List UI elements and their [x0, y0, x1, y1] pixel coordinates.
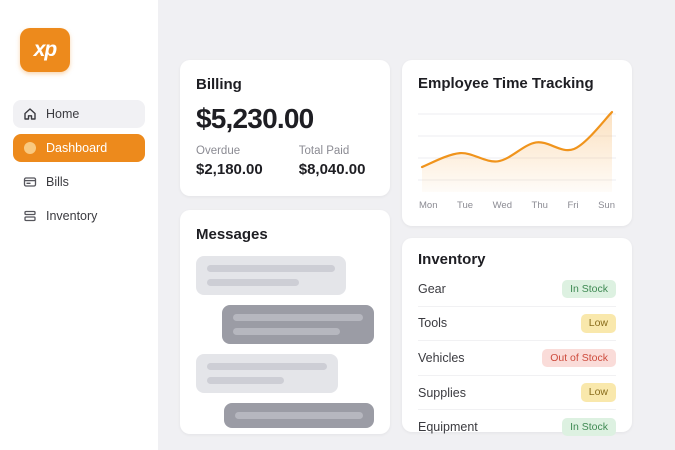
- time-tracking-title: Employee Time Tracking: [418, 75, 594, 92]
- status-badge: Out of Stock: [542, 348, 616, 368]
- x-label: Thu: [531, 200, 548, 211]
- inventory-row: Gear In Stock: [418, 272, 616, 307]
- message-text-placeholder: [235, 412, 363, 419]
- message-bubble: [196, 354, 338, 393]
- sidebar-item-label: Inventory: [46, 209, 98, 223]
- sidebar-item-dashboard[interactable]: Dashboard: [13, 134, 145, 162]
- status-badge: Low: [580, 383, 616, 402]
- sidebar-nav: Home Dashboard Bills Inventory: [0, 100, 158, 230]
- inventory-row: Vehicles Out of Stock: [418, 341, 616, 376]
- billing-total: $5,230.00: [196, 103, 314, 134]
- dashboard-dot-icon: [23, 141, 37, 155]
- sidebar-item-label: Bills: [46, 175, 69, 189]
- logo-text: xp: [33, 38, 57, 61]
- item-name: Tools: [418, 316, 448, 331]
- home-icon: [23, 107, 37, 121]
- sidebar-item-bills[interactable]: Bills: [13, 168, 145, 196]
- billing-paid: Total Paid $8,040.00: [299, 145, 366, 178]
- status-badge: Low: [580, 314, 616, 333]
- sidebar-item-label: Dashboard: [46, 141, 108, 155]
- status-badge: In Stock: [562, 417, 616, 437]
- item-name: Gear: [418, 281, 446, 296]
- inventory-row: Supplies Low: [418, 376, 616, 411]
- status-badge: In Stock: [562, 279, 616, 299]
- x-label: Sun: [598, 200, 615, 211]
- messages-title: Messages: [196, 226, 268, 243]
- item-name: Vehicles: [418, 350, 465, 365]
- app-logo[interactable]: xp: [20, 28, 70, 72]
- overdue-value: $2,180.00: [196, 161, 263, 178]
- message-text-placeholder: [207, 363, 327, 370]
- time-tracking-chart: Mon Tue Wed Thu Fri Sun: [418, 102, 616, 211]
- chart-x-axis-labels: Mon Tue Wed Thu Fri Sun: [418, 200, 616, 211]
- total-paid-label: Total Paid: [298, 145, 350, 157]
- message-list: [196, 256, 374, 428]
- x-label: Wed: [492, 200, 512, 211]
- sidebar-item-inventory[interactable]: Inventory: [13, 202, 145, 230]
- sidebar-item-home[interactable]: Home: [13, 100, 145, 128]
- billing-title: Billing: [196, 76, 242, 93]
- inventory-icon: [23, 209, 37, 223]
- billing-overdue: Overdue $2,180.00: [196, 145, 263, 178]
- inventory-row: Equipment In Stock: [418, 410, 616, 444]
- message-text-placeholder: [233, 328, 340, 335]
- x-label: Tue: [457, 200, 474, 211]
- item-name: Equipment: [418, 420, 478, 435]
- overdue-label: Overdue: [196, 145, 241, 157]
- time-tracking-card: Employee Time Tracking Mon Tue Wed Thu F…: [402, 60, 632, 226]
- message-text-placeholder: [233, 314, 363, 321]
- bills-icon: [23, 175, 37, 189]
- message-bubble: [222, 305, 374, 344]
- inventory-list: Gear In Stock Tools Low Vehicles Out of …: [418, 272, 616, 444]
- inventory-title: Inventory: [418, 251, 486, 268]
- sidebar-item-label: Home: [46, 107, 80, 121]
- inventory-card: Inventory Gear In Stock Tools Low Vehicl…: [402, 238, 632, 437]
- message-bubble: [224, 403, 374, 428]
- total-paid-value: $8,040.00: [298, 161, 366, 178]
- x-label: Fri: [567, 200, 579, 211]
- inventory-row: Tools Low: [418, 307, 616, 342]
- line-chart: [418, 111, 616, 192]
- message-bubble: [196, 256, 346, 295]
- sidebar: xp Home Dashboard Bills: [0, 0, 158, 450]
- message-text-placeholder: [207, 265, 335, 272]
- billing-card: Billing $5,230.00 Overdue $2,180.00 Tota…: [180, 60, 390, 196]
- messages-card: Messages: [180, 210, 390, 434]
- item-name: Supplies: [418, 385, 466, 400]
- message-text-placeholder: [207, 377, 284, 384]
- message-text-placeholder: [207, 279, 300, 286]
- billing-stats: Overdue $2,180.00 Total Paid $8,040.00: [196, 145, 374, 178]
- x-label: Mon: [419, 200, 438, 211]
